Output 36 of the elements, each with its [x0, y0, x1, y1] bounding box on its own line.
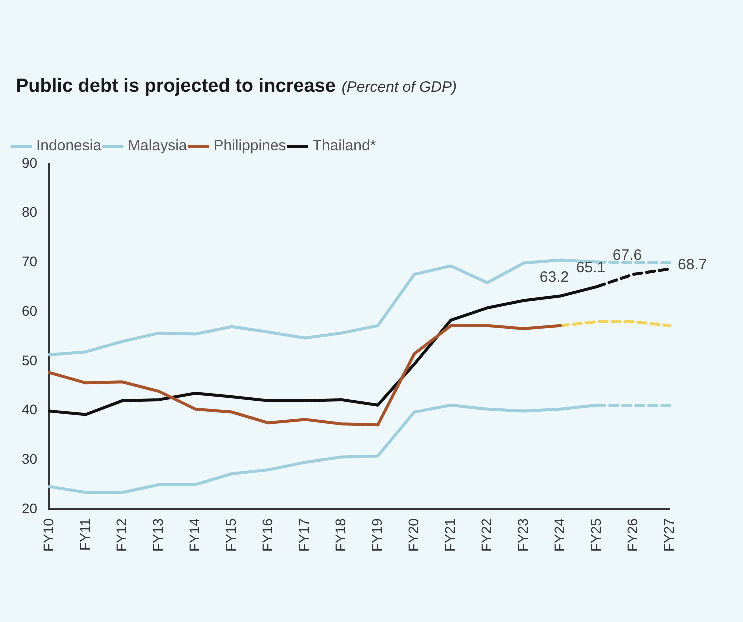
x-tick-label: FY16 — [259, 518, 276, 552]
x-tick-label: FY26 — [624, 518, 640, 552]
x-tick-label: FY22 — [478, 518, 494, 552]
x-tick-label: FY21 — [442, 518, 458, 552]
data-label: 63.2 — [540, 268, 570, 286]
y-tick-label: 90 — [22, 154, 38, 171]
data-label: 67.6 — [612, 247, 642, 264]
y-tick-label: 20 — [22, 500, 38, 516]
legend-label: Philippines — [214, 138, 286, 155]
x-tick-label: FY18 — [332, 518, 348, 552]
chart-title: Public debt is projected to increase — [16, 76, 336, 97]
legend-label: Malaysia — [128, 138, 188, 155]
x-tick-label: FY13 — [150, 518, 166, 552]
legend-label: Indonesia — [36, 138, 102, 155]
x-tick-label: FY24 — [551, 518, 568, 552]
x-tick-label: FY12 — [113, 518, 130, 552]
y-tick-label: 50 — [22, 352, 38, 368]
x-tick-label: FY19 — [368, 518, 385, 552]
chart-subtitle: (Percent of GDP) — [342, 79, 457, 96]
x-tick-label: FY17 — [296, 518, 312, 552]
x-tick-label: FY20 — [405, 518, 422, 552]
data-label: 65.1 — [576, 260, 606, 277]
x-tick-label: FY27 — [660, 518, 677, 552]
data-label: 68.7 — [678, 256, 708, 274]
x-tick-label: FY25 — [588, 518, 604, 552]
y-tick-label: 40 — [22, 402, 38, 418]
y-tick-label: 80 — [22, 204, 38, 220]
y-tick-label: 70 — [22, 254, 38, 270]
x-tick-label: FY10 — [40, 518, 56, 552]
x-tick-label: FY23 — [514, 518, 531, 552]
y-tick-label: 30 — [22, 451, 38, 468]
x-tick-label: FY11 — [76, 518, 93, 551]
x-tick-label: FY15 — [222, 518, 239, 552]
y-tick-label: 60 — [22, 302, 38, 319]
legend-label: Thailand* — [312, 138, 376, 155]
x-tick-label: FY14 — [186, 518, 202, 552]
